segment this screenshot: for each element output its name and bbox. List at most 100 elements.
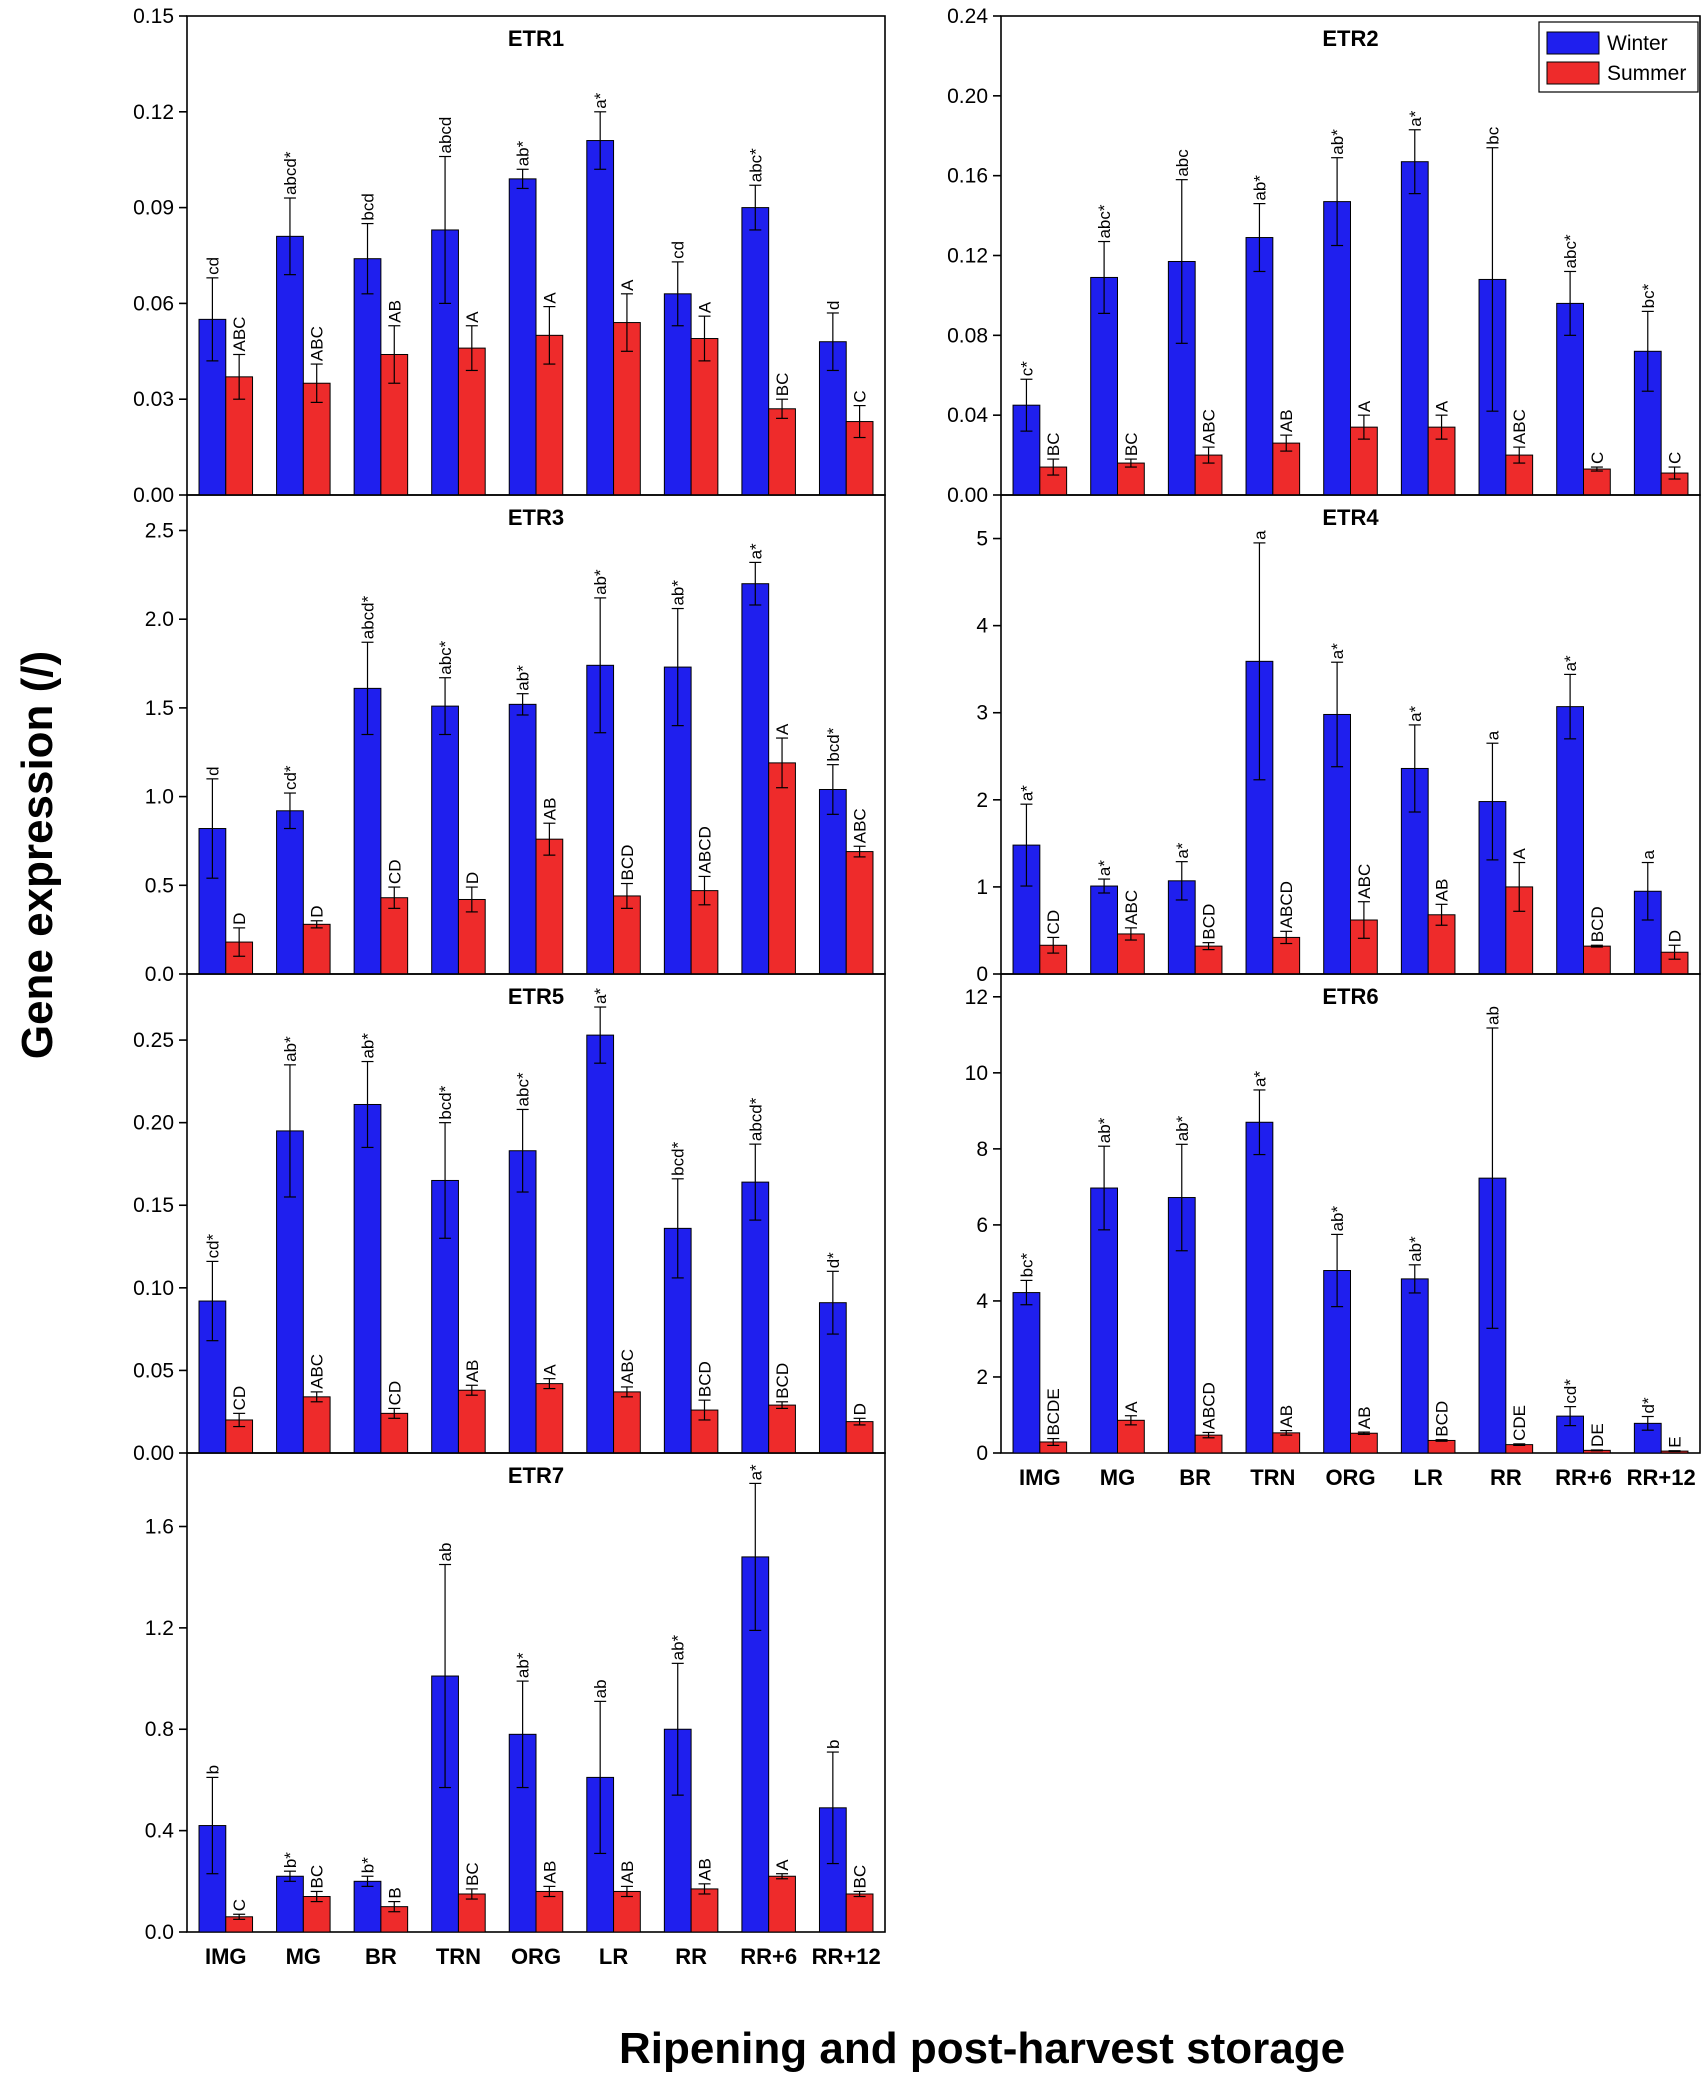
significance-label: ABC — [308, 326, 327, 361]
y-tick-label: 0.05 — [133, 1359, 174, 1382]
bar-summer — [1194, 945, 1223, 975]
significance-label: ab — [591, 1679, 610, 1698]
chart-panel-etr6: ETR6024681012bc*BCDEIMGab*AMGab*ABCDBRa*… — [965, 973, 1701, 1490]
chart-panel-etr4: ETR4012345a*CDa*ABCa*BCDaABCDa*ABCa*ABaA… — [976, 494, 1701, 986]
y-tick-label: 6 — [976, 1214, 988, 1237]
y-tick-label: 0.25 — [133, 1029, 174, 1052]
x-tick-label: IMG — [205, 1944, 247, 1969]
bar-summer — [457, 1893, 486, 1933]
significance-label: ab* — [1173, 1115, 1192, 1141]
x-tick-label: ORG — [511, 1944, 561, 1969]
panel-title: ETR7 — [508, 1463, 564, 1488]
significance-label: A — [773, 1859, 792, 1871]
significance-label: BC — [308, 1865, 327, 1889]
significance-label: ab* — [669, 580, 688, 606]
significance-label: BCDE — [1044, 1388, 1063, 1435]
significance-label: ab* — [669, 1634, 688, 1660]
y-tick-label: 0.04 — [947, 404, 988, 427]
legend: Winter Summer — [1538, 21, 1699, 93]
significance-label: ab* — [359, 1033, 378, 1059]
bar-summer — [613, 1890, 641, 1933]
y-tick-label: 5 — [976, 528, 988, 551]
significance-label: A — [540, 1364, 559, 1376]
significance-label: A — [463, 311, 482, 323]
significance-label: a — [1639, 850, 1658, 860]
significance-label: ABC — [851, 808, 870, 843]
legend-swatch-winter — [1546, 31, 1600, 55]
significance-label: b* — [359, 1857, 378, 1873]
bar-winter — [276, 1875, 304, 1933]
significance-label: ab — [436, 1543, 455, 1562]
x-tick-label: RR+6 — [740, 1944, 797, 1969]
bar-summer — [690, 338, 719, 496]
significance-label: ABCD — [1277, 881, 1296, 928]
significance-label: a* — [1328, 643, 1347, 659]
significance-label: CDE — [1510, 1405, 1529, 1441]
legend-swatch-summer — [1546, 61, 1600, 85]
significance-label: CD — [385, 860, 404, 885]
significance-label: abcd* — [746, 1097, 765, 1141]
significance-label: CD — [1044, 910, 1063, 935]
bar-summer — [1427, 1439, 1456, 1454]
bar-summer — [1350, 1432, 1378, 1454]
bar-winter — [431, 705, 459, 975]
significance-label: abc* — [436, 640, 455, 674]
significance-label: ab* — [1406, 1236, 1425, 1262]
significance-label: bc* — [1017, 1252, 1036, 1277]
significance-label: ab* — [591, 569, 610, 595]
y-tick-label: 0.0 — [145, 1921, 174, 1944]
significance-label: abc* — [1095, 204, 1114, 238]
y-tick-label: 0.06 — [133, 292, 174, 315]
significance-label: ABC — [618, 1349, 637, 1384]
significance-label: AB — [618, 1861, 637, 1884]
significance-label: C — [1666, 452, 1685, 464]
bar-winter — [508, 703, 537, 975]
panel-title: ETR1 — [508, 26, 564, 51]
x-tick-label: BR — [1179, 1465, 1211, 1490]
chart-panel-etr7: ETR7 0.0 0.4 0.8 1.2 1.6 b C IMG b* BC MG b* B BR ab BC T… — [145, 1452, 886, 1969]
panel-title: ETR5 — [508, 984, 564, 1009]
bar-winter — [1090, 885, 1118, 975]
significance-label: cd — [203, 257, 222, 275]
significance-label: c* — [1017, 361, 1036, 377]
significance-label: abcd* — [281, 151, 300, 195]
significance-label: ABCD — [1200, 1382, 1219, 1429]
bar-summer — [1117, 1419, 1145, 1454]
bar-summer — [535, 838, 564, 975]
y-tick-label: 0 — [976, 1442, 988, 1465]
bar-winter — [353, 1103, 382, 1454]
significance-label: ABC — [1510, 409, 1529, 444]
significance-label: D — [851, 1403, 870, 1415]
significance-label: ab* — [281, 1036, 300, 1062]
y-tick-label: 1.6 — [145, 1515, 174, 1538]
y-tick-label: 0.8 — [145, 1718, 174, 1741]
y-tick-label: 0.20 — [133, 1112, 174, 1135]
y-tick-label: 0.00 — [947, 484, 988, 507]
significance-label: a* — [1017, 785, 1036, 801]
significance-label: AB — [1277, 409, 1296, 432]
bar-summer — [768, 762, 796, 975]
significance-label: b* — [281, 1852, 300, 1868]
bar-winter — [663, 293, 692, 496]
significance-label: CD — [385, 1381, 404, 1406]
bar-summer — [690, 1888, 719, 1933]
significance-label: abc* — [514, 1072, 533, 1106]
bar-summer — [1583, 468, 1611, 496]
bar-winter — [1556, 706, 1584, 975]
significance-label: a* — [1406, 110, 1425, 126]
bar-winter — [1012, 1292, 1041, 1454]
significance-label: D — [1666, 930, 1685, 942]
significance-label: cd — [669, 241, 688, 259]
y-tick-label: 0.12 — [133, 101, 174, 124]
significance-label: AB — [1355, 1406, 1374, 1429]
x-tick-label: RR+12 — [812, 1944, 881, 1969]
significance-label: a* — [1095, 860, 1114, 876]
y-tick-label: 0.16 — [947, 165, 988, 188]
significance-label: a* — [1173, 842, 1192, 858]
bar-winter — [1400, 161, 1429, 496]
x-tick-label: RR+6 — [1555, 1465, 1612, 1490]
significance-label: A — [1122, 1401, 1141, 1413]
significance-label: BC — [1122, 432, 1141, 456]
significance-label: abc — [1173, 149, 1192, 177]
y-tick-label: 1.2 — [145, 1617, 174, 1640]
